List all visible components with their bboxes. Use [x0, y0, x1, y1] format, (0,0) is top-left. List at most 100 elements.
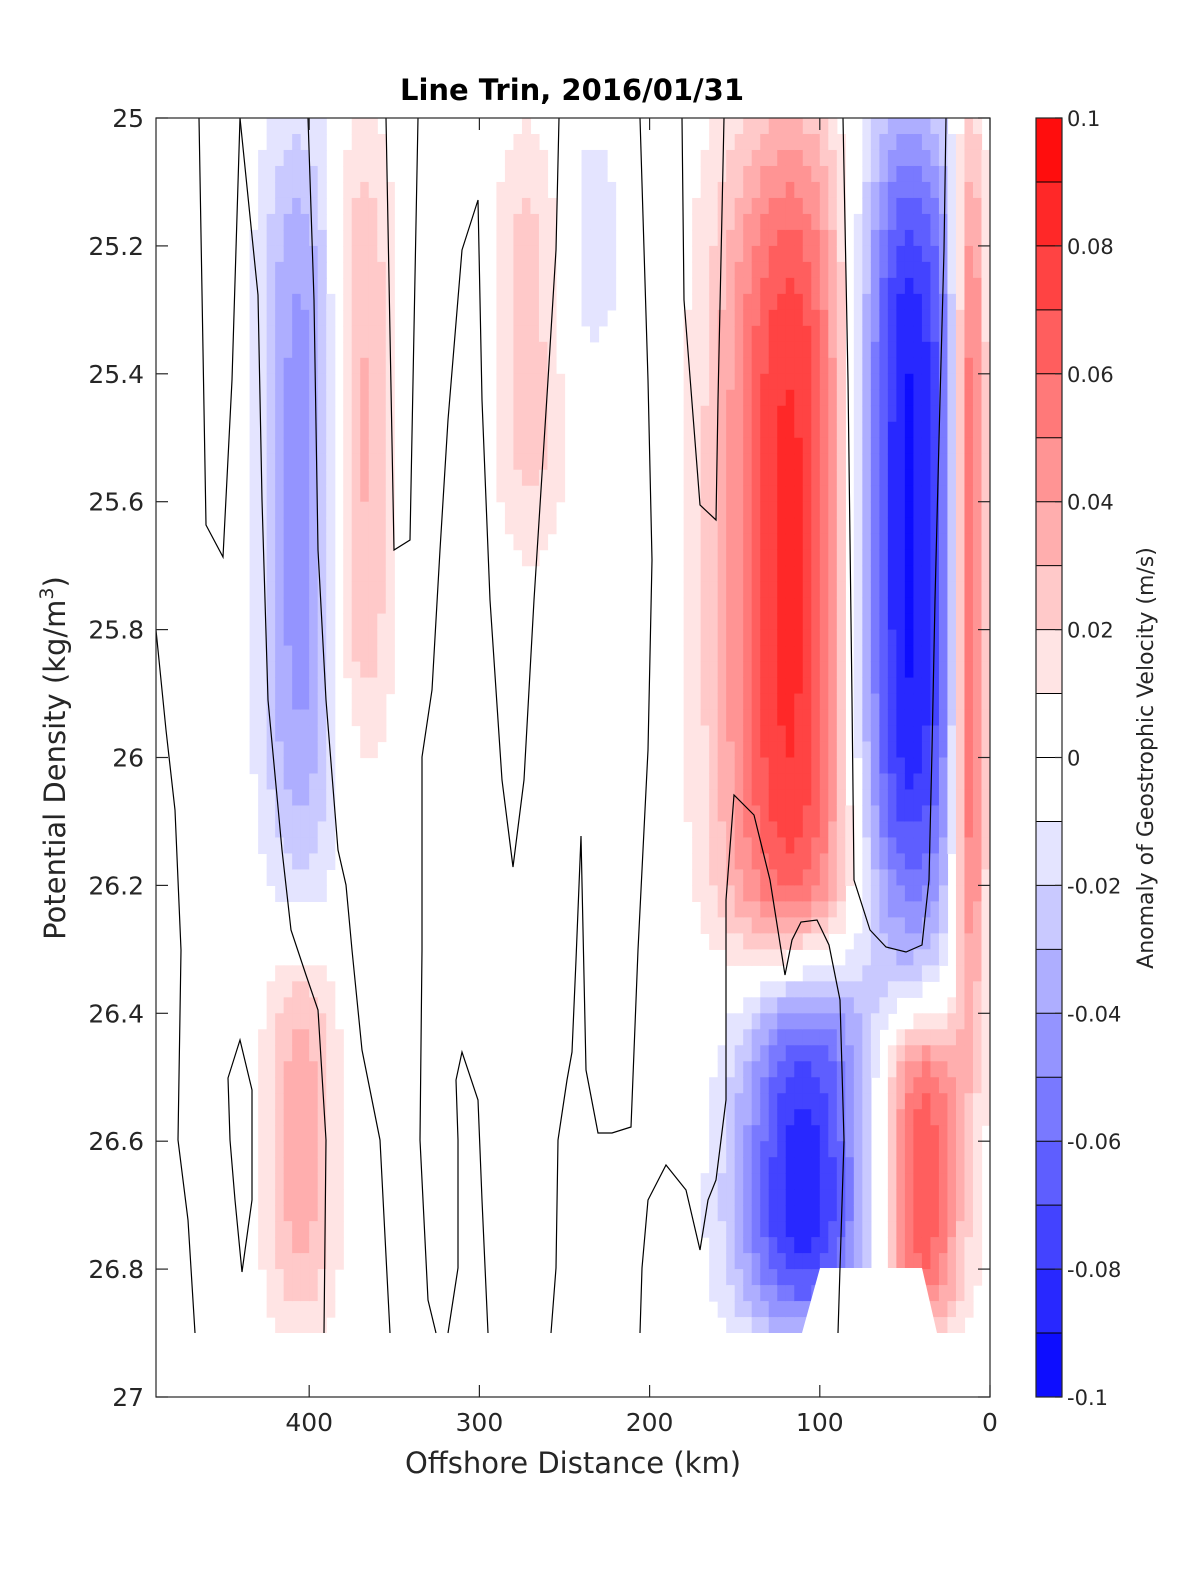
field-cell [513, 533, 523, 551]
field-cell [300, 341, 310, 359]
field-cell [955, 133, 966, 151]
field-cell [879, 118, 889, 135]
field-cell [913, 661, 923, 679]
field-cell [896, 709, 906, 727]
field-cell [726, 1109, 736, 1126]
field-cell [938, 1013, 949, 1030]
zero-contour-line [639, 793, 845, 1334]
field-cell [768, 421, 778, 439]
field-cell [777, 1301, 787, 1318]
field-cell [802, 1045, 812, 1062]
field-cell [819, 453, 829, 471]
field-cell [964, 837, 974, 855]
field-cell [938, 869, 949, 886]
field-cell [862, 1125, 872, 1142]
field-cell [836, 1237, 846, 1254]
field-cell [845, 1253, 855, 1270]
field-cell [896, 789, 906, 807]
field-cell [751, 229, 761, 247]
field-cell [913, 309, 923, 327]
field-cell [930, 757, 940, 775]
field-cell [292, 421, 302, 439]
field-cell [581, 229, 591, 247]
field-cell [717, 453, 727, 471]
field-cell [683, 533, 693, 551]
field-cell [981, 901, 990, 918]
field-cell [930, 181, 940, 199]
field-cell [981, 341, 990, 359]
field-cell [811, 437, 821, 455]
field-cell [709, 149, 719, 167]
field-cell [955, 693, 966, 711]
field-cell [904, 405, 915, 423]
field-cell [258, 629, 268, 647]
field-cell [921, 629, 932, 647]
field-cell [879, 149, 889, 167]
field-cell [862, 1045, 872, 1062]
field-cell [802, 629, 812, 647]
field-cell [768, 629, 778, 647]
field-cell [700, 741, 710, 759]
field-cell [972, 1045, 983, 1062]
field-cell [981, 933, 990, 950]
field-cell [726, 197, 736, 215]
field-cell [921, 149, 932, 167]
field-cell [785, 1221, 795, 1238]
field-cell [266, 533, 276, 551]
field-cell [819, 517, 829, 535]
field-cell [734, 197, 744, 215]
field-cell [955, 1221, 966, 1238]
field-cell [904, 741, 915, 759]
field-cell [904, 485, 915, 503]
field-cell [598, 293, 608, 311]
field-cell [300, 1173, 310, 1190]
field-cell [283, 277, 293, 295]
field-cell [521, 229, 532, 247]
colorbar-segment [1036, 373, 1062, 439]
field-cell [862, 373, 872, 391]
field-cell [921, 805, 932, 823]
field-cell [853, 1221, 863, 1238]
field-cell [802, 693, 812, 711]
field-cell [726, 1173, 736, 1190]
field-cell [955, 453, 966, 471]
field-cell [751, 837, 761, 855]
zero-contour-line [239, 118, 327, 1334]
field-cell [981, 629, 990, 647]
field-cell [377, 277, 387, 295]
field-cell [692, 597, 702, 615]
field-cell [547, 341, 557, 359]
field-cell [598, 309, 608, 327]
field-cell [904, 773, 915, 791]
field-cell [947, 805, 957, 823]
field-cell [351, 437, 361, 455]
field-cell [258, 549, 268, 567]
field-cell [709, 501, 719, 519]
field-cell [760, 325, 770, 343]
field-cell [981, 229, 990, 247]
field-cell [955, 149, 966, 167]
field-cell [819, 373, 829, 391]
field-cell [317, 133, 327, 151]
field-cell [955, 229, 966, 247]
field-cell [317, 293, 327, 311]
field-cell [717, 661, 727, 679]
field-cell [309, 1205, 319, 1222]
field-cell [504, 149, 515, 167]
field-cell [760, 1029, 770, 1046]
field-cell [862, 118, 872, 135]
field-cell [964, 229, 974, 247]
field-cell [751, 261, 761, 279]
field-cell [947, 1221, 957, 1238]
field-cell [547, 485, 557, 503]
field-cell [794, 389, 804, 407]
field-cell [938, 501, 949, 519]
field-cell [836, 437, 846, 455]
field-cell [692, 373, 702, 391]
field-cell [547, 437, 557, 455]
field-cell [896, 757, 906, 775]
field-cell [981, 389, 990, 407]
field-cell [734, 213, 744, 231]
field-cell [785, 245, 795, 263]
field-cell [913, 485, 923, 503]
